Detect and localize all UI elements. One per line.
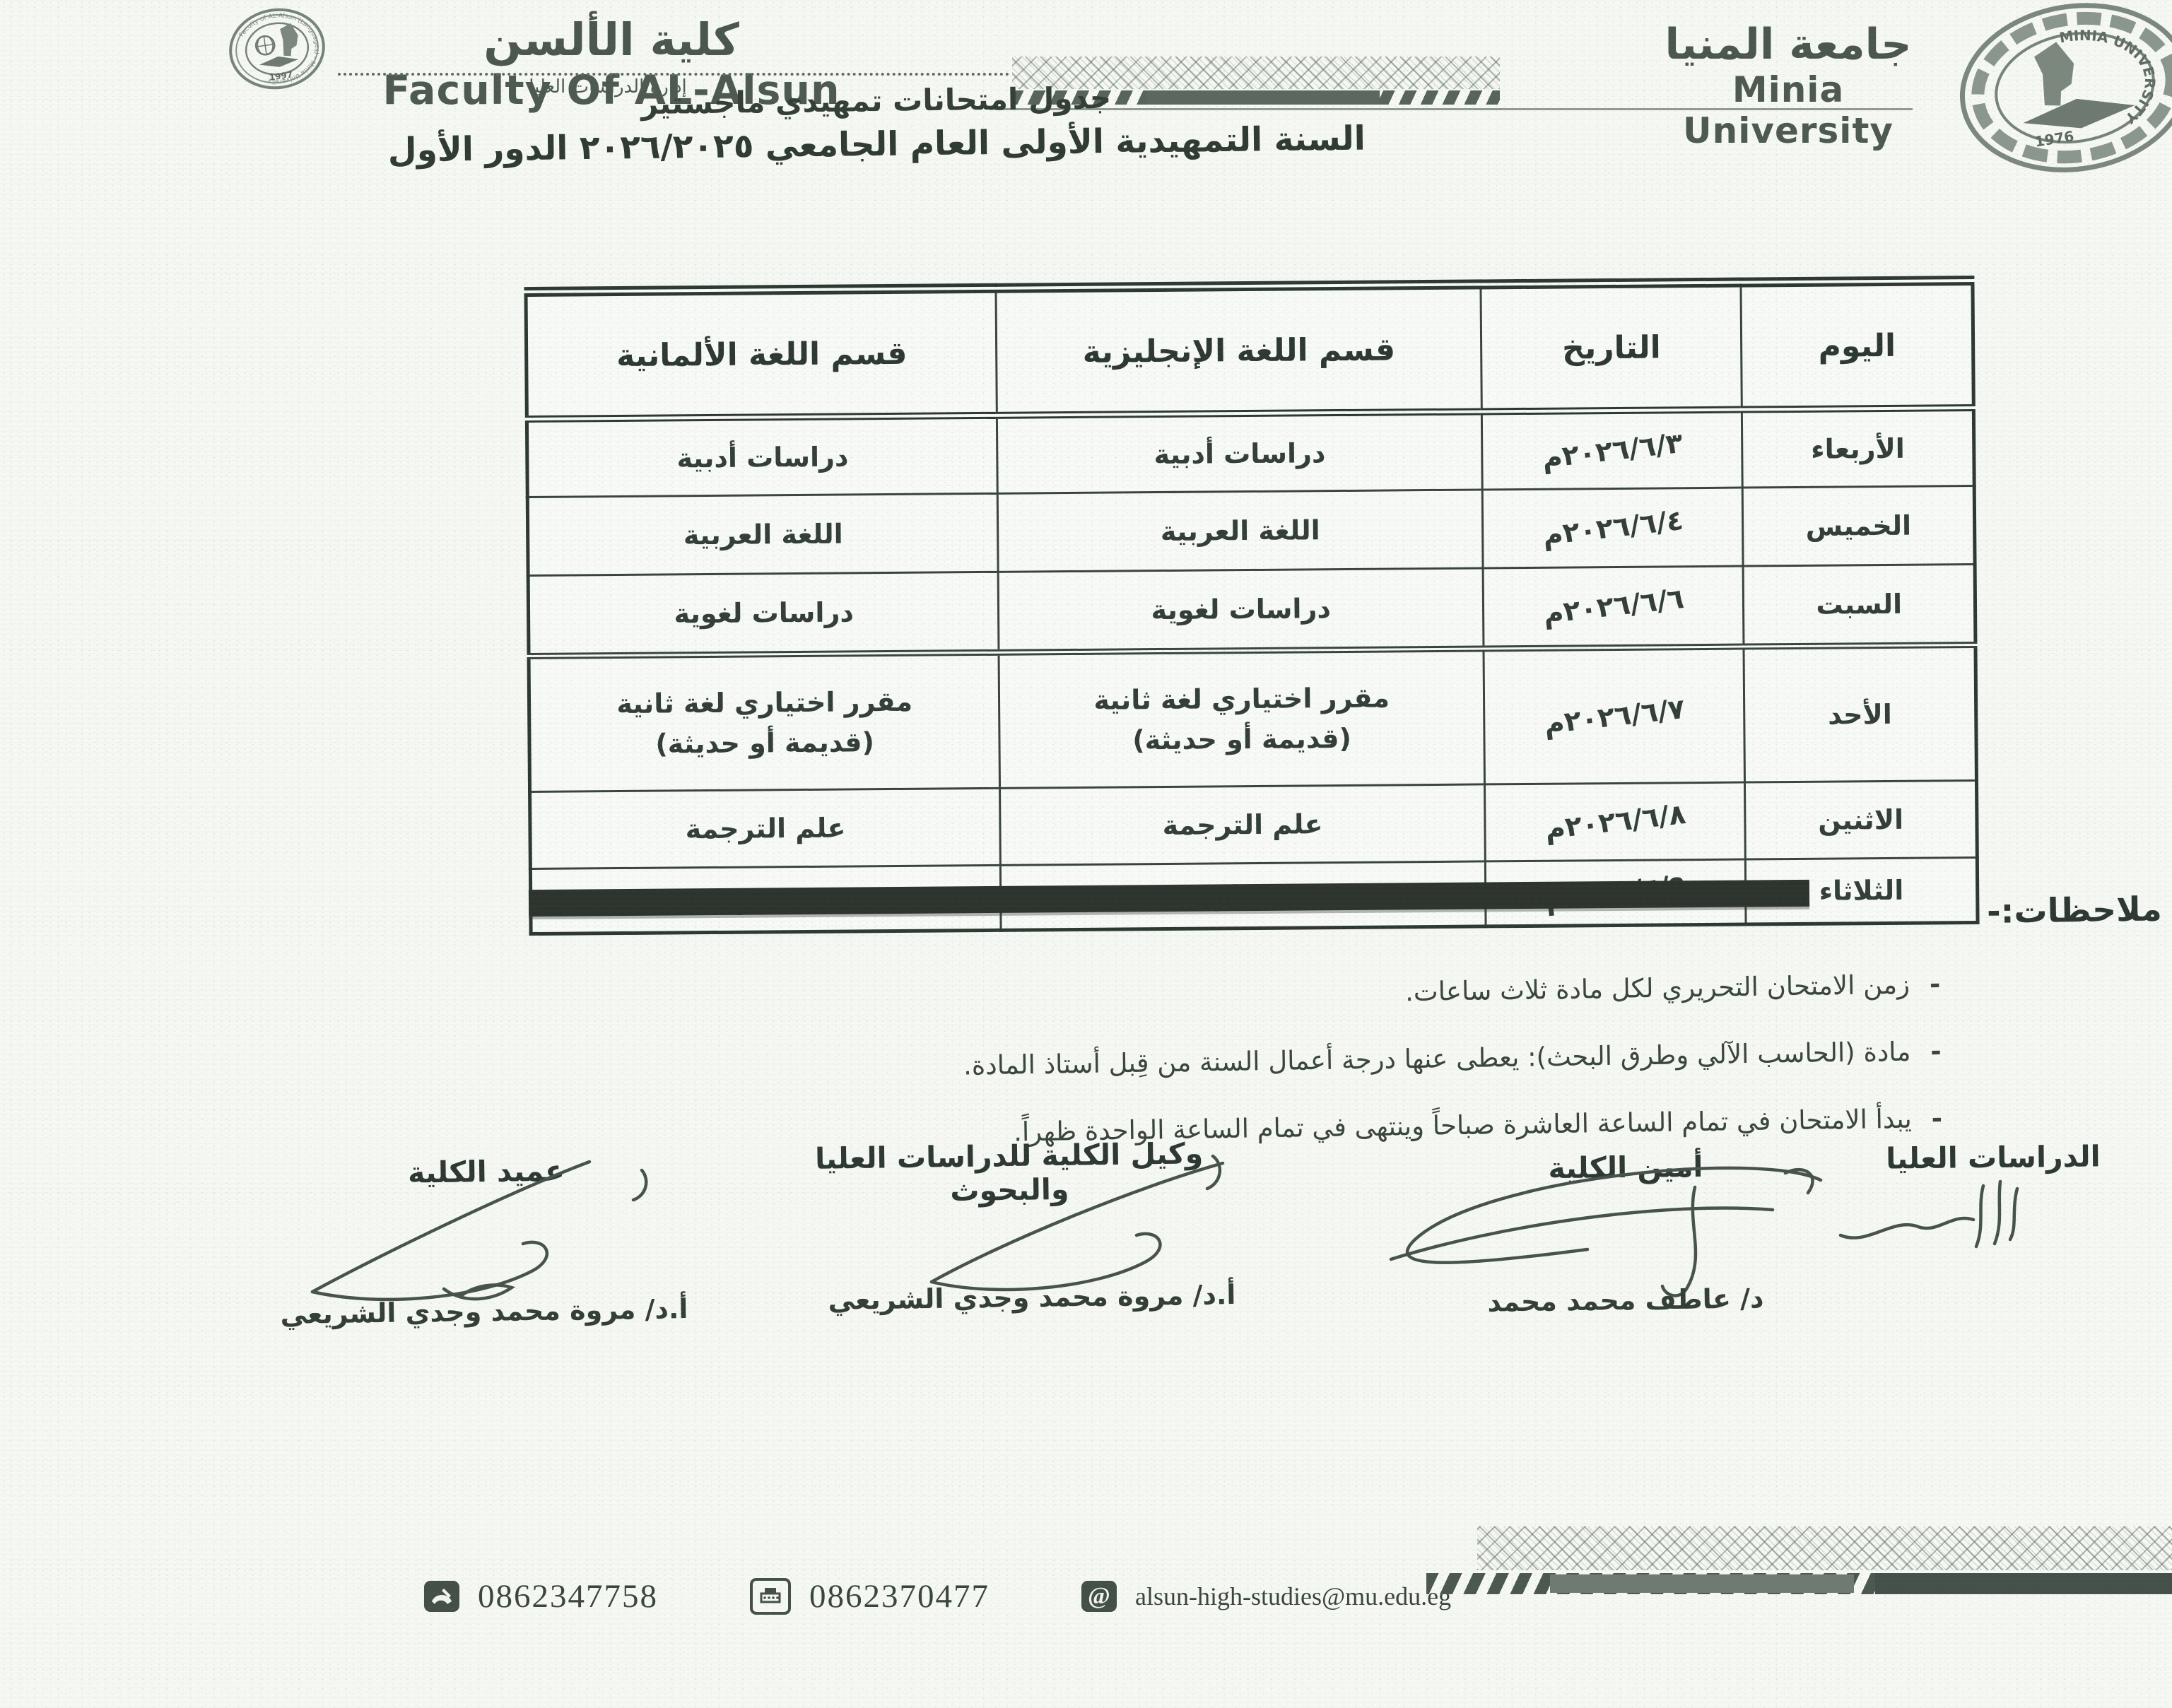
date-cell: ٢٠٢٦/٦/٧م xyxy=(1484,647,1745,784)
university-name-block: جامعة المنيا Minia University xyxy=(1633,20,1944,151)
day-cell: الأربعاء xyxy=(1742,407,1975,488)
table-row: الأحد ٢٠٢٦/٦/٧م مقرر اختياري لغة ثانية (… xyxy=(529,644,1977,792)
signature-college-secretary xyxy=(1389,1166,1823,1297)
table-row: الخميس ٢٠٢٦/٦/٤م اللغة العربية اللغة الع… xyxy=(527,485,1976,576)
english-subject-cell: اللغة العربية xyxy=(997,489,1484,572)
signature-name-college-secretary: د/ عاطف محمد محمد xyxy=(1487,1283,1764,1318)
day-cell: السبت xyxy=(1743,564,1976,647)
fax-contact: 0862370477 xyxy=(750,1577,990,1615)
phone-contact: 0862347758 xyxy=(424,1577,658,1615)
phone-number: 0862347758 xyxy=(478,1578,658,1615)
seal-year: 1997 xyxy=(269,69,293,83)
german-subject-cell: مقرر اختياري لغة ثانية (قديمة أو حديثة) xyxy=(529,652,1000,792)
signature-vice-dean xyxy=(929,1154,1225,1292)
footer-lattice-pattern xyxy=(1477,1526,2172,1570)
exam-schedule-table: اليوم التاريخ قسم اللغة الإنجليزية قسم ا… xyxy=(524,275,1980,936)
date-cell: ٢٠٢٦/٦/٨م xyxy=(1484,782,1746,861)
note-dash: - xyxy=(1931,1102,1943,1134)
german-subject-cell: دراسات لغوية xyxy=(528,572,999,656)
phone-icon xyxy=(424,1581,459,1612)
note-dash: - xyxy=(1929,968,1941,1000)
english-subject-cell: مقرر اختياري لغة ثانية (قديمة أو حديثة) xyxy=(999,648,1485,789)
date-cell: ٢٠٢٦/٦/٤م xyxy=(1482,488,1744,568)
email-contact: @ alsun-high-studies@mu.edu.eg xyxy=(1081,1581,1451,1612)
faculty-name-arabic: كلية الألسن xyxy=(483,14,739,66)
exam-schedule-table-wrap: اليوم التاريخ قسم اللغة الإنجليزية قسم ا… xyxy=(524,275,1980,936)
header-dash-bar xyxy=(1012,90,1500,105)
university-name-arabic: جامعة المنيا xyxy=(1665,20,1912,69)
seal-year: 1976 xyxy=(2033,127,2075,150)
german-subject-cell: علم الترجمة xyxy=(529,788,1001,869)
signature-name-dean: أ.د/ مروة محمد وجدي الشريعي xyxy=(280,1292,688,1331)
table-row: الأربعاء ٢٠٢٦/٦/٣م دراسات أدبية دراسات أ… xyxy=(527,407,1975,497)
fax-icon xyxy=(750,1578,791,1615)
title-academic-year: السنة التمهيدية الأولى العام الجامعي ٢٠٢… xyxy=(387,119,1366,170)
email-at-icon: @ xyxy=(1081,1581,1117,1612)
header-dotted-rule xyxy=(338,73,1009,76)
university-seal-logo: MINIA UNIVERSITY 1976 xyxy=(1959,3,2172,172)
signature-name-vice-dean: أ.د/ مروة محمد وجدي الشريعي xyxy=(828,1278,1236,1317)
document-title-block: جدول امتحانات تمهيدي ماجستير السنة التمه… xyxy=(353,77,1399,170)
open-book-icon xyxy=(2023,98,2135,129)
open-book-icon xyxy=(259,56,299,67)
signature-graduate-studies xyxy=(1838,1179,2019,1249)
table-row: السبت ٢٠٢٦/٦/٦م دراسات لغوية دراسات لغوي… xyxy=(528,564,1976,656)
day-cell: الاثنين xyxy=(1744,780,1978,860)
table-header-row: اليوم التاريخ قسم اللغة الإنجليزية قسم ا… xyxy=(525,280,1974,420)
signature-dean xyxy=(310,1160,648,1302)
english-subject-cell: علم الترجمة xyxy=(999,784,1486,866)
nefertiti-silhouette xyxy=(280,23,298,57)
note-item: - مادة (الحاسب الآلي وطرق البحث): يعطى ع… xyxy=(383,1032,2164,1089)
nefertiti-silhouette xyxy=(2034,42,2074,106)
date-cell: ٢٠٢٦/٦/٣م xyxy=(1481,409,1743,490)
footer-dash-bar xyxy=(1426,1573,2172,1594)
note-item: - زمن الامتحان التحريري لكل مادة ثلاث سا… xyxy=(382,965,2163,1022)
graduate-studies-department-label: إدارة الدراسات العليا xyxy=(529,76,687,98)
note-dash: - xyxy=(1930,1035,1942,1067)
date-cell: ٢٠٢٦/٦/٦م xyxy=(1483,566,1744,649)
column-header-german-dept: قسم اللغة الألمانية xyxy=(525,288,997,420)
contact-row: 0862347758 0862370477 @ alsun-high-studi… xyxy=(424,1577,1451,1615)
day-cell: الأحد xyxy=(1744,644,1977,783)
fax-number: 0862370477 xyxy=(809,1578,990,1615)
english-subject-cell: دراسات لغوية xyxy=(998,567,1484,653)
column-header-day: اليوم xyxy=(1741,280,1974,410)
note-text: زمن الامتحان التحريري لكل مادة ثلاث ساعا… xyxy=(1404,969,1910,1008)
notes-section: ملاحظات:- - زمن الامتحان التحريري لكل ما… xyxy=(381,890,2166,1156)
faculty-seal-logo: Faculty of AL-Alsun (Languages) - Minia … xyxy=(229,7,325,90)
header-thin-rule xyxy=(990,108,1913,110)
german-subject-cell: دراسات أدبية xyxy=(527,415,998,497)
column-header-english-dept: قسم اللغة الإنجليزية xyxy=(996,284,1482,416)
email-address: alsun-high-studies@mu.edu.eg xyxy=(1135,1582,1452,1610)
university-name-english: Minia University xyxy=(1683,69,1894,151)
column-header-date: التاريخ xyxy=(1480,282,1742,412)
table-row: الاثنين ٢٠٢٦/٦/٨م علم الترجمة علم الترجم… xyxy=(529,780,1978,869)
german-subject-cell: اللغة العربية xyxy=(527,493,999,576)
note-text: مادة (الحاسب الآلي وطرق البحث): يعطى عنه… xyxy=(963,1036,1911,1081)
day-cell: الخميس xyxy=(1742,485,1976,567)
english-subject-cell: دراسات أدبية xyxy=(997,411,1483,494)
header-lattice-pattern xyxy=(1012,57,1500,89)
